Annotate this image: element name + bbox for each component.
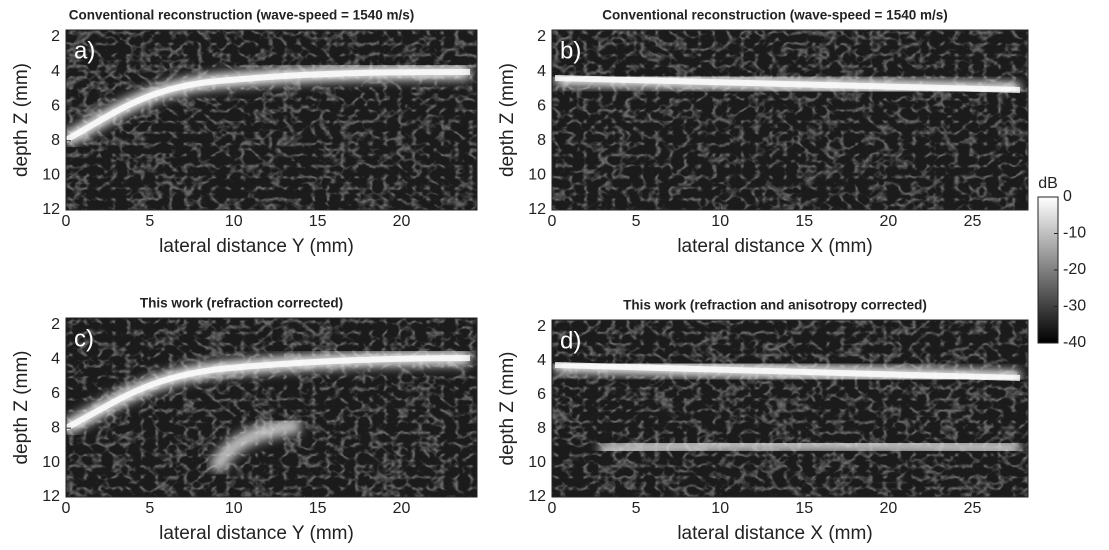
colorbar-tick-label: -20 bbox=[1063, 261, 1086, 278]
panel-title: Conventional reconstruction (wave-speed … bbox=[602, 8, 947, 23]
x-tick-label: 15 bbox=[795, 213, 813, 230]
x-tick-label: 20 bbox=[879, 500, 897, 517]
x-tick-label: 10 bbox=[711, 213, 729, 230]
reflector bbox=[66, 69, 471, 143]
x-tick-label: 10 bbox=[711, 500, 729, 517]
colorbar-tick-label: 0 bbox=[1063, 188, 1072, 205]
y-tick-label: 2 bbox=[537, 318, 546, 335]
y-tick-label: 4 bbox=[51, 351, 60, 368]
y-tick-label: 8 bbox=[537, 420, 546, 437]
image bbox=[552, 30, 1028, 210]
panel-title: This work (refraction corrected) bbox=[140, 296, 343, 311]
x-tick-label: 15 bbox=[795, 500, 813, 517]
y-tick-label: 6 bbox=[537, 97, 546, 114]
reflector bbox=[66, 355, 471, 431]
y-tick-label: 8 bbox=[51, 419, 60, 436]
y-tick-label: 2 bbox=[537, 28, 546, 45]
x-tick-label: 0 bbox=[548, 213, 557, 230]
colorbar-tick-label: -30 bbox=[1063, 298, 1086, 315]
y-tick-label: 6 bbox=[51, 97, 60, 114]
x-tick-label: 25 bbox=[964, 500, 982, 517]
y-tick-label: 12 bbox=[42, 201, 60, 218]
x-tick-label: 15 bbox=[309, 213, 327, 230]
colorbar-label: dB bbox=[1038, 175, 1058, 192]
colorbar-tick-label: -10 bbox=[1063, 225, 1086, 242]
panel-label: c) bbox=[74, 325, 94, 352]
x-axis-label: lateral distance X (mm) bbox=[677, 236, 872, 257]
y-tick-label: 10 bbox=[528, 454, 546, 471]
image bbox=[66, 318, 477, 497]
speckle bbox=[552, 30, 1028, 210]
image bbox=[66, 30, 477, 210]
y-tick-label: 2 bbox=[51, 28, 60, 45]
y-tick-label: 10 bbox=[528, 167, 546, 184]
y-tick-label: 6 bbox=[51, 385, 60, 402]
reflector bbox=[554, 362, 1021, 381]
x-tick-label: 10 bbox=[225, 213, 243, 230]
image bbox=[552, 320, 1028, 497]
y-axis-label: depth Z (mm) bbox=[11, 350, 32, 464]
x-tick-label: 20 bbox=[393, 500, 411, 517]
reflector bbox=[554, 75, 1021, 93]
y-tick-label: 2 bbox=[51, 316, 60, 333]
y-tick-label: 4 bbox=[51, 63, 60, 80]
plot-frame bbox=[65, 317, 478, 498]
speckle bbox=[66, 318, 477, 497]
y-axis-label: depth Z (mm) bbox=[497, 63, 518, 177]
x-tick-label: 5 bbox=[145, 213, 154, 230]
y-tick-label: 8 bbox=[537, 132, 546, 149]
y-tick-label: 12 bbox=[42, 488, 60, 505]
y-tick-label: 10 bbox=[42, 454, 60, 471]
x-tick-label: 0 bbox=[62, 500, 71, 517]
speckle bbox=[552, 320, 1028, 497]
x-tick-label: 5 bbox=[632, 213, 641, 230]
x-axis-label: lateral distance X (mm) bbox=[677, 523, 872, 544]
x-tick-label: 5 bbox=[632, 500, 641, 517]
panel-title: Conventional reconstruction (wave-speed … bbox=[69, 8, 414, 23]
x-tick-label: 20 bbox=[393, 213, 411, 230]
reflector bbox=[207, 417, 301, 474]
plot-frame bbox=[551, 29, 1029, 211]
reflector bbox=[599, 436, 1021, 458]
y-tick-label: 4 bbox=[537, 352, 546, 369]
colorbar-tick-label: -40 bbox=[1063, 334, 1086, 351]
x-tick-label: 0 bbox=[62, 213, 71, 230]
y-tick-label: 8 bbox=[51, 132, 60, 149]
panel-label: d) bbox=[560, 327, 581, 354]
y-tick-label: 6 bbox=[537, 386, 546, 403]
x-tick-label: 0 bbox=[548, 500, 557, 517]
y-axis-label: depth Z (mm) bbox=[497, 351, 518, 465]
x-tick-label: 10 bbox=[225, 500, 243, 517]
x-axis-label: lateral distance Y (mm) bbox=[159, 523, 354, 544]
y-tick-label: 12 bbox=[528, 488, 546, 505]
x-axis-label: lateral distance Y (mm) bbox=[159, 236, 354, 257]
y-axis-label: depth Z (mm) bbox=[11, 63, 32, 177]
x-tick-label: 25 bbox=[964, 213, 982, 230]
y-tick-label: 12 bbox=[528, 201, 546, 218]
x-tick-label: 15 bbox=[309, 500, 327, 517]
panel-title: This work (refraction and anisotropy cor… bbox=[623, 298, 927, 313]
plot-frame bbox=[65, 29, 478, 211]
y-tick-label: 4 bbox=[537, 63, 546, 80]
x-tick-label: 20 bbox=[879, 213, 897, 230]
speckle bbox=[66, 30, 477, 210]
panel-label: b) bbox=[560, 37, 581, 64]
panel-label: a) bbox=[74, 37, 95, 64]
plot-frame bbox=[551, 319, 1029, 498]
x-tick-label: 5 bbox=[145, 500, 154, 517]
y-tick-label: 10 bbox=[42, 167, 60, 184]
